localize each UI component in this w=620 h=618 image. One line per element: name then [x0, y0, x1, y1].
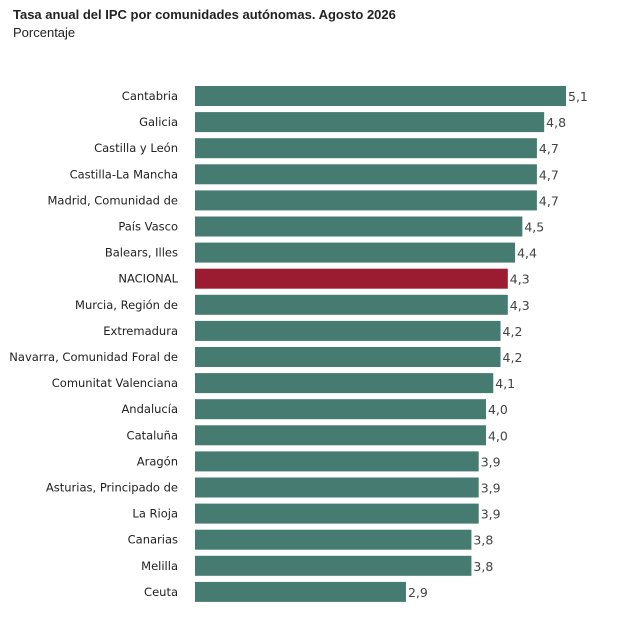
category-label: Cantabria: [122, 89, 178, 103]
category-label: Madrid, Comunidad de: [47, 193, 178, 207]
bar: [195, 373, 494, 394]
value-label: 4,7: [539, 167, 559, 182]
value-label: 4,7: [539, 193, 559, 208]
category-label: Galicia: [139, 115, 178, 129]
value-label: 4,2: [503, 324, 523, 339]
category-label: NACIONAL: [118, 272, 178, 286]
bar: [195, 555, 472, 576]
category-label: Ceuta: [144, 585, 178, 599]
category-label: Murcia, Región de: [75, 298, 178, 312]
value-label: 4,0: [488, 402, 508, 417]
category-label: Extremadura: [103, 324, 178, 338]
bar: [195, 399, 486, 420]
chart-subtitle: Porcentaje: [13, 25, 76, 40]
category-label: Castilla y León: [94, 141, 178, 155]
category-label: Andalucía: [121, 402, 178, 416]
category-label: Castilla-La Mancha: [70, 167, 178, 181]
bar: [195, 294, 508, 315]
bar: [195, 320, 501, 341]
value-label: 4,3: [510, 272, 530, 287]
bar: [195, 242, 516, 263]
category-label: País Vasco: [118, 220, 178, 234]
category-label: Balears, Illes: [105, 246, 178, 260]
value-label: 2,9: [408, 585, 428, 600]
value-label: 4,3: [510, 298, 530, 313]
bar: [195, 581, 406, 602]
bar: [195, 138, 537, 159]
value-label: 3,8: [473, 559, 493, 574]
value-label: 3,9: [481, 507, 501, 522]
category-label: Asturias, Principado de: [46, 481, 178, 495]
category-label: Navarra, Comunidad Foral de: [9, 350, 178, 364]
value-label: 4,7: [539, 141, 559, 156]
bar: [195, 112, 545, 133]
value-label: 3,8: [473, 533, 493, 548]
bar: [195, 529, 472, 550]
chart-title: Tasa anual del IPC por comunidades autón…: [13, 7, 396, 22]
bar: [195, 347, 501, 367]
bar: [195, 86, 566, 106]
bar-highlight: [195, 268, 508, 289]
value-label: 3,9: [481, 481, 501, 496]
value-label: 4,1: [495, 376, 515, 391]
value-label: 4,2: [503, 350, 523, 365]
bar: [195, 216, 523, 237]
value-label: 4,4: [517, 246, 537, 261]
category-label: Melilla: [141, 559, 178, 573]
category-label: Comunitat Valenciana: [52, 376, 178, 390]
category-label: Aragón: [137, 454, 178, 468]
value-label: 4,0: [488, 428, 508, 443]
category-label: La Rioja: [132, 507, 178, 521]
bar: [195, 451, 479, 472]
value-label: 5,1: [568, 89, 588, 104]
category-label: Cataluña: [127, 428, 178, 442]
bar: [195, 503, 479, 524]
bar: [195, 190, 537, 211]
value-label: 4,8: [546, 115, 566, 130]
category-label: Canarias: [128, 533, 178, 547]
bar: [195, 477, 479, 498]
value-label: 3,9: [481, 454, 501, 469]
bar: [195, 164, 537, 185]
bar: [195, 425, 486, 446]
value-label: 4,5: [524, 220, 544, 235]
